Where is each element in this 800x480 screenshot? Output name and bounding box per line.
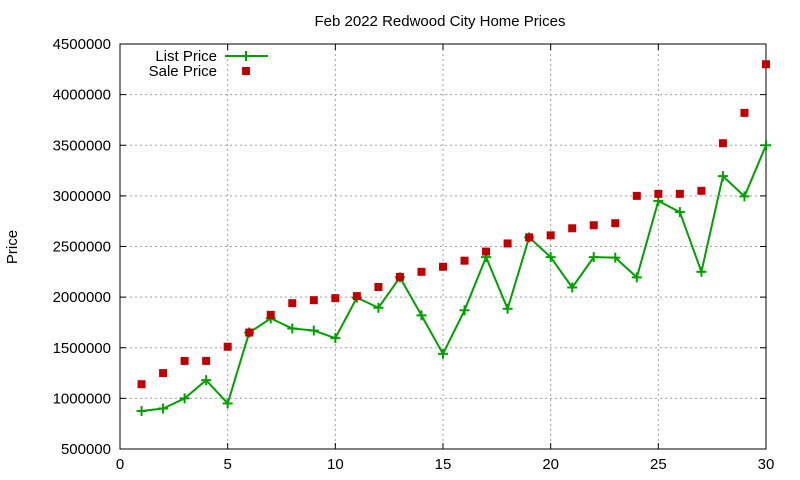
data-point [222, 398, 233, 409]
legend-item: List Price [155, 48, 268, 65]
series-line [141, 144, 767, 413]
data-point [675, 189, 684, 198]
data-point [740, 108, 749, 117]
legend-item: Sale Price [149, 63, 250, 80]
data-point [202, 356, 211, 365]
x-tick-label: 25 [650, 456, 667, 473]
data-point [525, 233, 534, 242]
data-point [287, 323, 298, 334]
y-tick-label: 500000 [61, 441, 111, 458]
data-point [697, 186, 706, 195]
data-point [352, 292, 361, 301]
data-point [223, 342, 232, 351]
data-point [201, 375, 212, 386]
data-point [739, 191, 750, 202]
data-point [288, 299, 297, 308]
data-point [568, 224, 577, 233]
data-point [696, 266, 707, 277]
chart-title: Feb 2022 Redwood City Home Prices [315, 13, 566, 30]
x-tick-label: 5 [223, 456, 231, 473]
data-point [308, 325, 319, 336]
y-tick-label: 1500000 [53, 340, 111, 357]
axes: 0 5 10 15 20 25 30 500000 1000000 1500000 2000000 2… [53, 36, 775, 473]
data-point [762, 60, 770, 69]
data-point [159, 369, 168, 378]
x-tick-label: 15 [435, 456, 452, 473]
data-point [459, 305, 470, 316]
data-point [180, 356, 189, 365]
y-tick-label: 4500000 [53, 36, 111, 53]
data-point [373, 302, 384, 313]
x-tick-label: 30 [758, 456, 775, 473]
series-layer [136, 60, 771, 417]
legend-label: Sale Price [149, 63, 217, 80]
data-point [439, 262, 447, 271]
data-point [482, 247, 491, 256]
y-tick-label: 3000000 [53, 188, 111, 205]
data-point [395, 272, 404, 281]
y-tick-label: 3500000 [53, 137, 111, 154]
data-point [674, 207, 685, 218]
data-point [567, 282, 578, 293]
data-point [374, 283, 383, 291]
legend-marker [241, 51, 251, 61]
data-point [331, 294, 340, 303]
data-point [631, 272, 642, 283]
data-point [611, 219, 620, 228]
y-tick-label: 2000000 [53, 289, 111, 306]
x-tick-label: 10 [327, 456, 344, 473]
y-tick-label: 1000000 [53, 390, 111, 407]
data-point [266, 310, 275, 319]
data-point [761, 140, 771, 151]
data-point [503, 239, 512, 248]
data-point [460, 256, 469, 265]
data-point [589, 221, 598, 230]
series-sale-price [137, 60, 770, 389]
data-point [158, 403, 169, 414]
data-point [718, 139, 727, 148]
data-point [502, 303, 513, 314]
legend-marker [242, 67, 250, 75]
data-point [137, 380, 146, 389]
data-point [179, 393, 190, 404]
data-point [545, 252, 556, 263]
data-point [654, 189, 663, 198]
data-point [330, 333, 341, 344]
y-tick-label: 4000000 [53, 87, 111, 104]
x-tick-label: 0 [116, 456, 124, 473]
legend-label: List Price [155, 48, 217, 65]
x-tick-label: 20 [542, 456, 559, 473]
data-point [632, 191, 641, 200]
data-point [309, 296, 318, 305]
data-point [416, 310, 427, 321]
data-point [136, 406, 147, 417]
data-point [245, 328, 254, 337]
y-axis-title: Price [4, 230, 21, 264]
data-point [588, 252, 599, 263]
data-point [717, 171, 728, 182]
y-tick-label: 2500000 [53, 239, 111, 256]
data-point [610, 252, 621, 263]
data-point [438, 348, 448, 359]
data-point [417, 267, 426, 276]
data-point [546, 231, 555, 240]
